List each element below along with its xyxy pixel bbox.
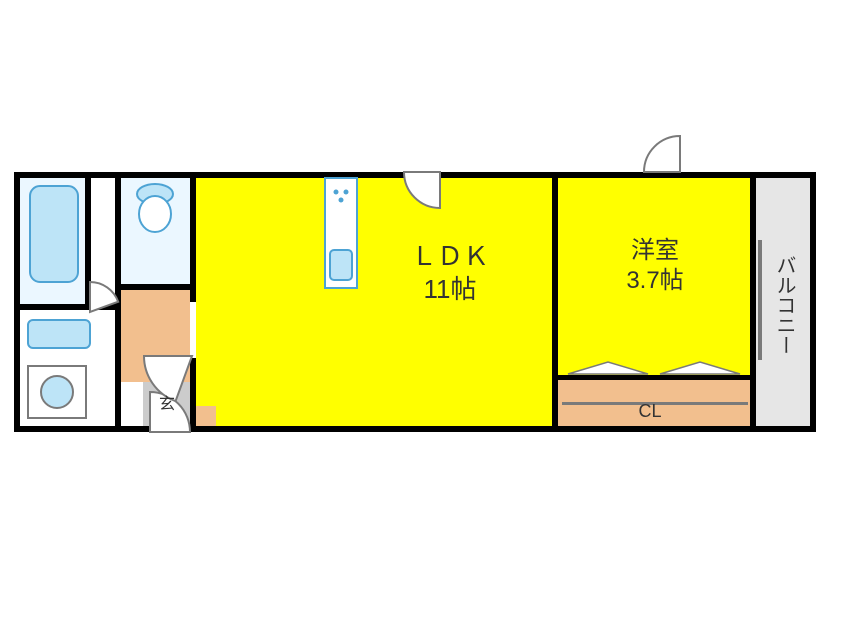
wall — [750, 178, 756, 426]
wall — [14, 426, 816, 432]
wall — [190, 358, 196, 428]
room-balcony — [756, 178, 810, 426]
wall — [115, 284, 195, 290]
room-genkan — [143, 382, 190, 426]
wall — [552, 375, 752, 380]
wall — [552, 178, 558, 426]
floorplan-canvas: ＬＤＫ 11帖洋室 3.7帖CLバルコニー玄 — [0, 0, 846, 634]
wall-thin — [562, 402, 748, 405]
wall — [190, 178, 196, 288]
room-entry-hall — [121, 290, 190, 382]
room-bedroom — [558, 178, 750, 375]
room-bath — [20, 178, 85, 304]
door-swing-icon — [644, 136, 680, 172]
wall — [14, 172, 20, 432]
room-storage-sm — [196, 406, 216, 426]
room-wc — [121, 178, 190, 284]
room-ldk — [196, 178, 552, 426]
wall — [14, 172, 816, 178]
wall — [115, 178, 121, 426]
wall — [85, 178, 91, 308]
balcony-rail — [758, 240, 762, 360]
room-wash — [20, 310, 115, 426]
wall — [810, 172, 816, 432]
wall — [14, 304, 119, 310]
